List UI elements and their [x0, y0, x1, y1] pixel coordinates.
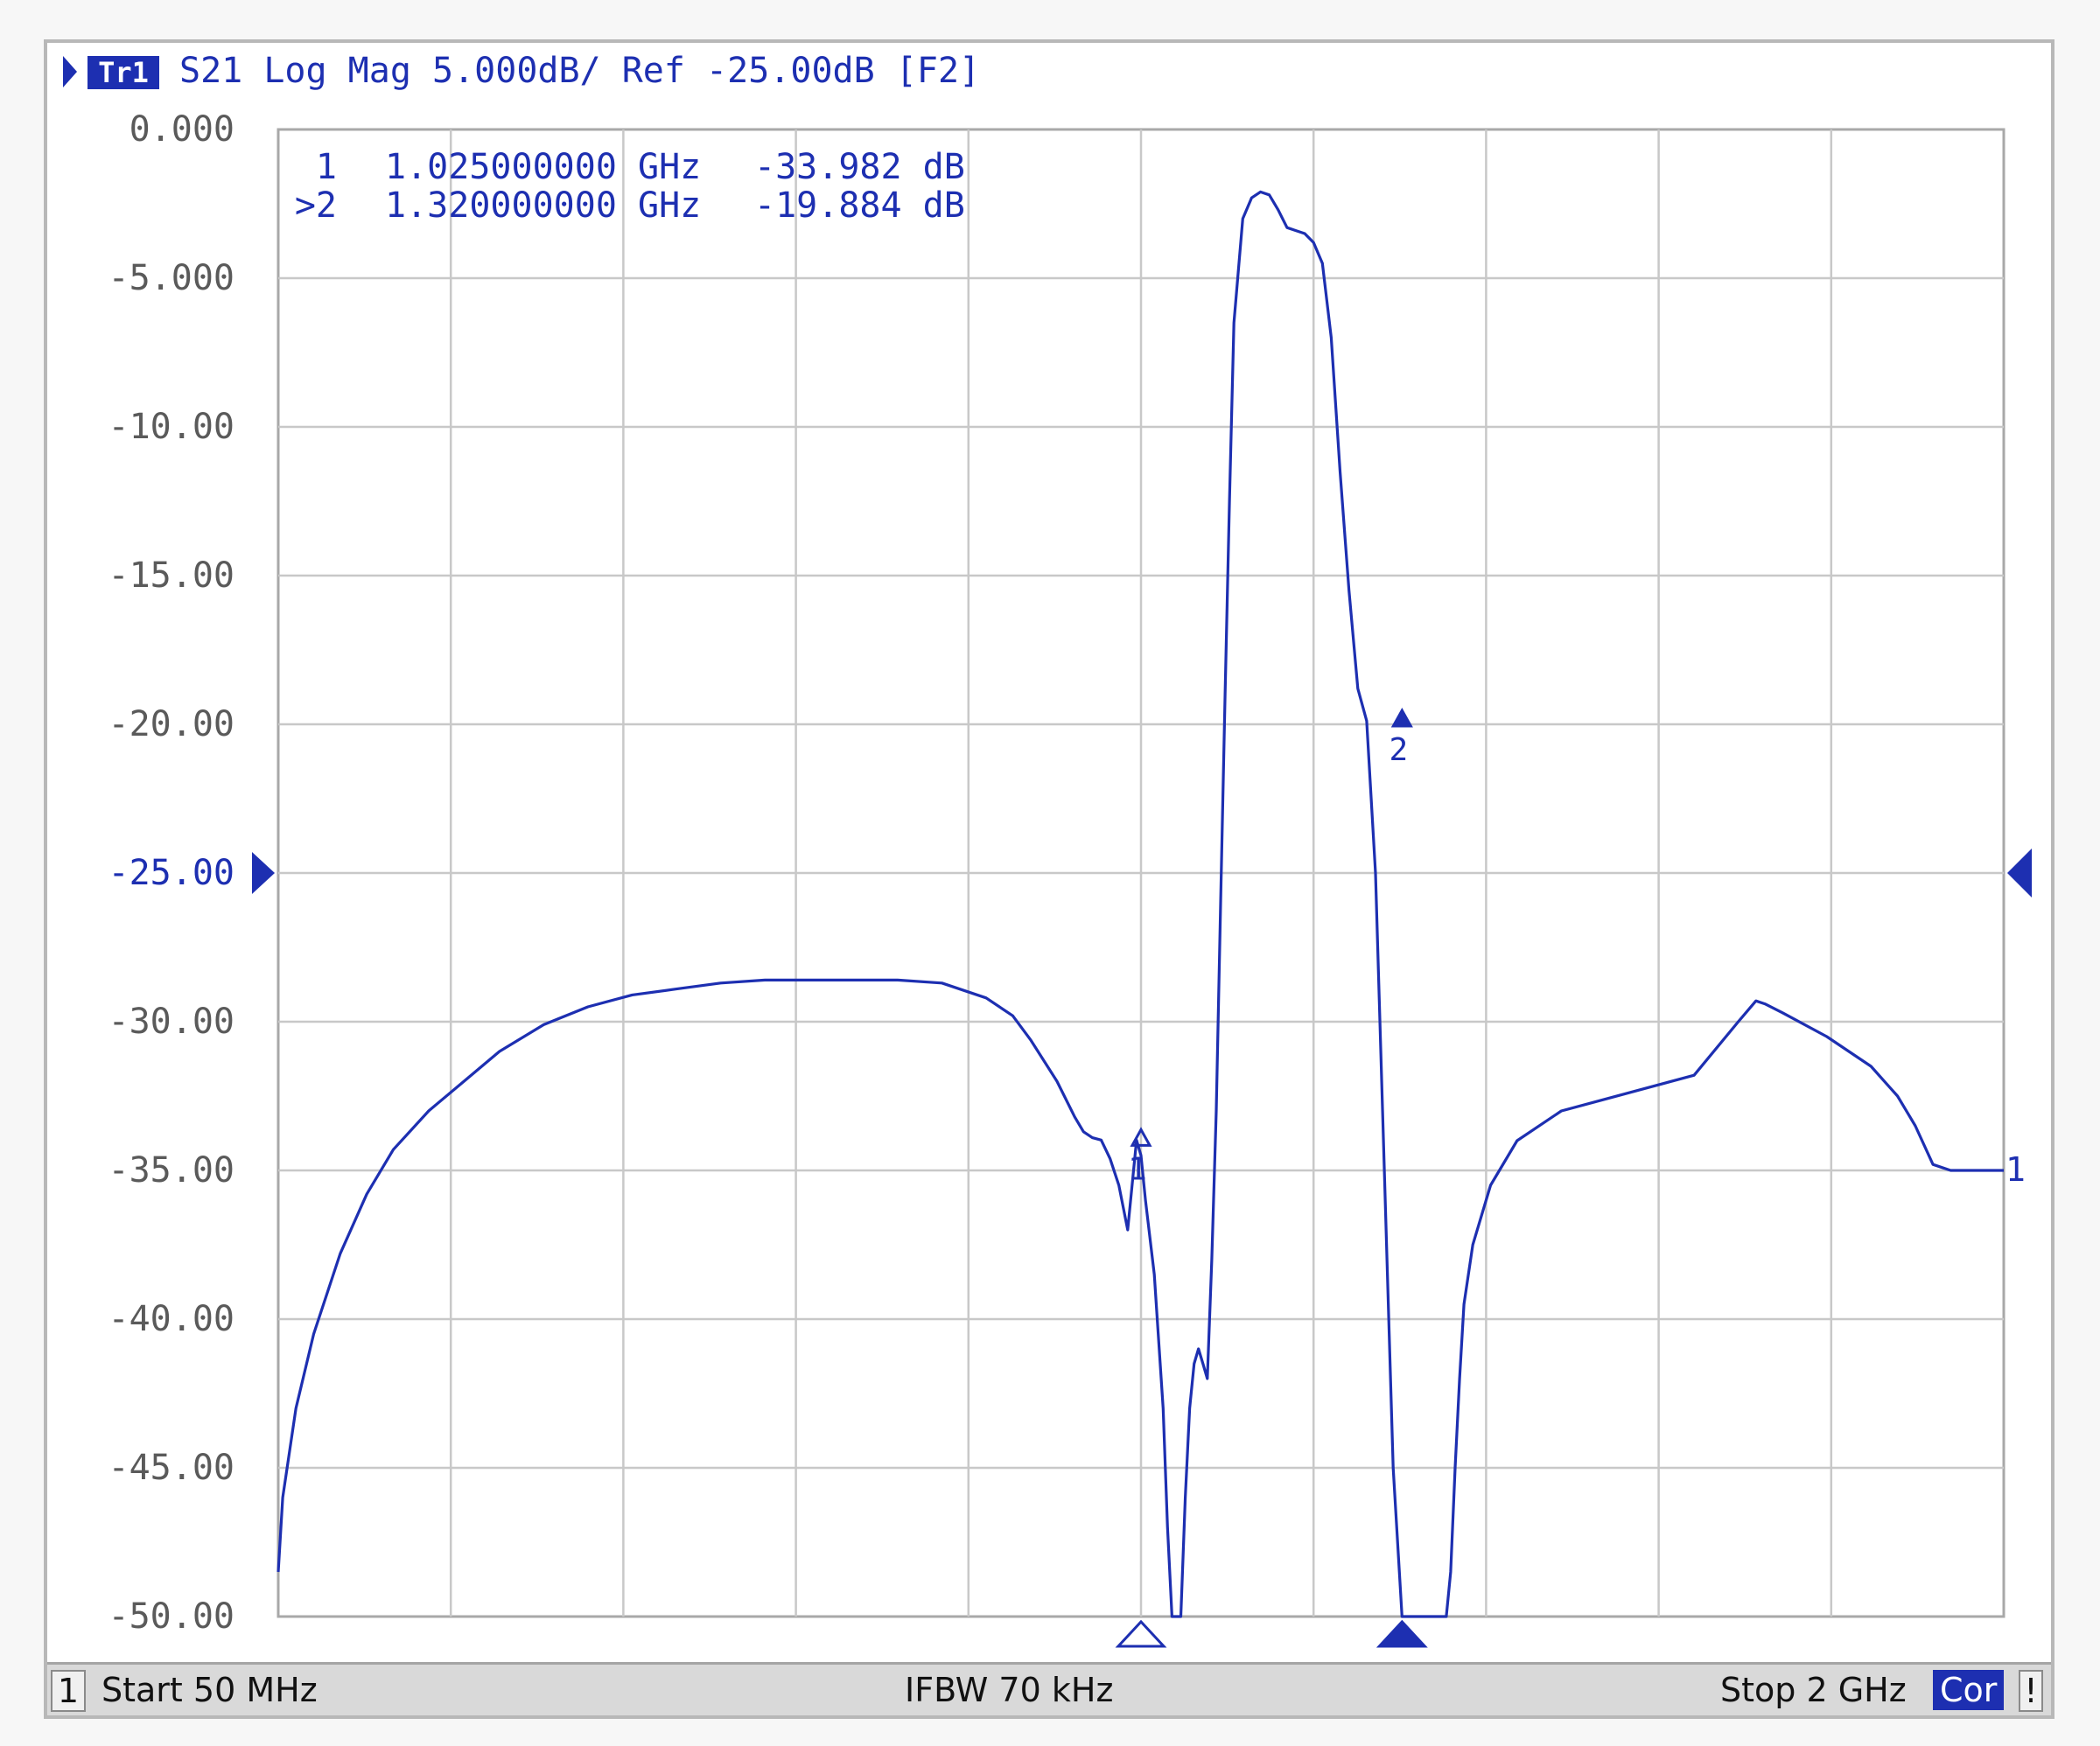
analyzer-display-frame — [44, 39, 2054, 1719]
marker-2-trace-icon — [1390, 707, 1413, 728]
y-tick-label: 0.000 — [130, 109, 234, 150]
y-tick-labels: 0.000 -5.000 -10.00 -15.00 -20.00 -25.00 -30.0… — [108, 109, 235, 1637]
start-frequency[interactable]: Start 50 MHz — [102, 1671, 318, 1709]
marker-readout-value: -19.884 dB — [754, 185, 965, 226]
grid — [276, 128, 2006, 1618]
stop-frequency[interactable]: Stop 2 GHz — [1720, 1671, 1907, 1709]
trace-badge[interactable] — [88, 56, 159, 89]
if-bandwidth[interactable]: IFBW 70 kHz — [905, 1671, 1114, 1709]
marker-readout-row: >2 1.320000000 GHz -19.884 dB — [295, 185, 965, 226]
marker-1-label: 1 — [1128, 1151, 1147, 1187]
y-tick-label: -45.00 — [108, 1448, 235, 1488]
marker-readout-frequency: 1.025000000 GHz — [385, 147, 701, 187]
marker-1-trace-icon — [1130, 1127, 1152, 1147]
channel-indicator[interactable]: 1 — [51, 1670, 86, 1712]
s21-trace-line — [276, 190, 2004, 1618]
y-tick-label: -5.000 — [108, 258, 235, 298]
y-tick-label: -20.00 — [108, 704, 235, 744]
active-trace-arrow-icon — [63, 56, 77, 87]
marker-2-stimulus-icon — [1376, 1619, 1428, 1648]
y-tick-label: -35.00 — [108, 1150, 235, 1191]
y-tick-label: -10.00 — [108, 407, 235, 447]
trace-end-label: 1 — [2006, 1150, 2026, 1189]
y-tick-label: -25.00 — [108, 853, 235, 893]
status-bar: 1 Start 50 MHz IFBW 70 kHz Stop 2 GHz Co… — [47, 1662, 2051, 1715]
marker-readout-row: 1 1.025000000 GHz -33.982 dB — [316, 147, 965, 187]
y-tick-label: -30.00 — [108, 1002, 235, 1042]
marker-1-stimulus-icon — [1115, 1619, 1167, 1648]
reference-level-right-arrow-icon[interactable] — [2007, 849, 2032, 897]
reference-level-left-arrow-icon[interactable] — [252, 852, 275, 894]
marker-readout-value: -33.982 dB — [754, 147, 965, 187]
trace-header-text: S21 Log Mag 5.000dB/ Ref -25.00dB [F2] — [179, 51, 980, 91]
y-tick-label: -40.00 — [108, 1299, 235, 1339]
y-tick-label: -50.00 — [108, 1596, 235, 1637]
markers: 12 — [1115, 707, 1428, 1648]
correction-badge[interactable]: Cor — [1933, 1670, 2005, 1710]
y-tick-label: -15.00 — [108, 555, 235, 596]
alert-indicator[interactable]: ! — [2019, 1670, 2043, 1712]
marker-2-label: 2 — [1389, 732, 1408, 768]
marker-readout-frequency: 1.320000000 GHz — [385, 185, 701, 226]
trace-badge-label: Tr1 — [98, 56, 149, 89]
marker-readout-index: 1 — [316, 147, 337, 187]
marker-readout-index: >2 — [295, 185, 337, 226]
